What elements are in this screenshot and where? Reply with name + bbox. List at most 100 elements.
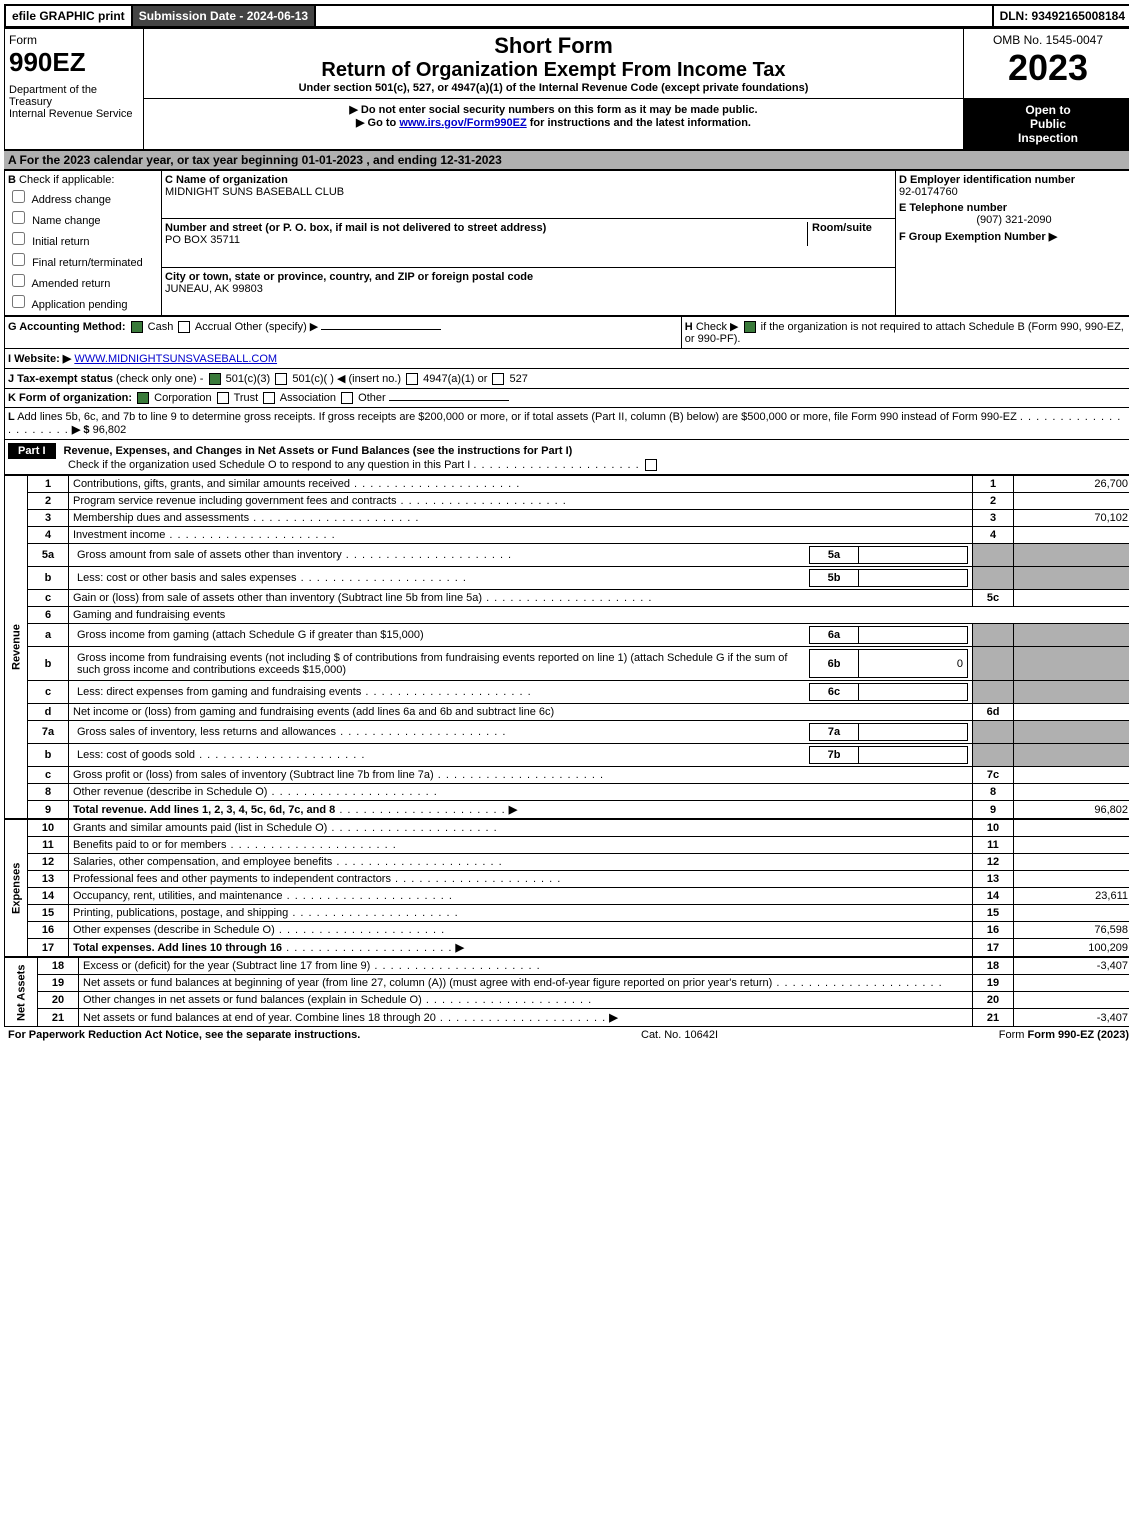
chk-527-icon[interactable] xyxy=(492,373,504,385)
instructions-cell: ▶ Do not enter social security numbers o… xyxy=(144,99,964,150)
efile-label: efile GRAPHIC print xyxy=(6,6,133,26)
chk-501c-icon[interactable] xyxy=(275,373,287,385)
section-c-city: City or town, state or province, country… xyxy=(162,267,896,315)
under-section: Under section 501(c), 527, or 4947(a)(1)… xyxy=(148,82,959,94)
line-desc: Gross profit or (loss) from sales of inv… xyxy=(69,767,973,784)
open-line3: Inspection xyxy=(968,131,1128,145)
chk-amended[interactable]: Amended return xyxy=(8,270,158,291)
chk-assoc-icon[interactable] xyxy=(263,392,275,404)
line-num: 7a xyxy=(28,721,69,744)
line-amt: 76,598 xyxy=(1014,922,1129,939)
sub-amt xyxy=(859,547,968,564)
line-num: 8 xyxy=(28,784,69,801)
line-num: 18 xyxy=(38,958,79,975)
irs-link[interactable]: www.irs.gov/Form990EZ xyxy=(399,117,526,129)
chk-pending[interactable]: Application pending xyxy=(8,291,158,312)
g-other: Other (specify) ▶ xyxy=(235,321,319,333)
chk-name[interactable]: Name change xyxy=(8,207,158,228)
tax-year: 2023 xyxy=(968,47,1128,89)
line-num: 6 xyxy=(28,607,69,624)
line-num: a xyxy=(28,624,69,647)
line-desc: Occupancy, rent, utilities, and maintena… xyxy=(69,888,973,905)
line-num: b xyxy=(28,567,69,590)
l-amount: 96,802 xyxy=(93,424,127,436)
part1-title: Revenue, Expenses, and Changes in Net As… xyxy=(64,445,573,457)
line-amt: 100,209 xyxy=(1014,939,1129,957)
line-amt xyxy=(1014,493,1129,510)
chk-corp-icon[interactable] xyxy=(137,392,149,404)
open-public-box: Open to Public Inspection xyxy=(964,99,1129,150)
line-num: d xyxy=(28,704,69,721)
line-ref: 7c xyxy=(973,767,1014,784)
line-ref: 15 xyxy=(973,905,1014,922)
expenses-side-label: Expenses xyxy=(5,820,28,957)
line-amt: -3,407 xyxy=(1014,958,1129,975)
chk-address[interactable]: Address change xyxy=(8,186,158,207)
line-desc: Grants and similar amounts paid (list in… xyxy=(69,820,973,837)
submission-date: Submission Date - 2024-06-13 xyxy=(133,6,316,26)
phone-value: (907) 321-2090 xyxy=(899,214,1129,226)
chk-trust-icon[interactable] xyxy=(217,392,229,404)
part1-label: Part I xyxy=(8,443,56,459)
goto-pre: ▶ Go to xyxy=(356,117,399,129)
line-amt xyxy=(1014,992,1129,1009)
gray-cell xyxy=(1014,544,1129,567)
short-form-title: Short Form xyxy=(148,33,959,59)
k-other-line[interactable] xyxy=(389,400,509,401)
line-amt: -3,407 xyxy=(1014,1009,1129,1027)
chk-h-icon[interactable] xyxy=(744,321,756,333)
org-name: MIDNIGHT SUNS BASEBALL CLUB xyxy=(165,186,892,198)
line-desc: Gain or (loss) from sale of assets other… xyxy=(69,590,973,607)
line-num: 15 xyxy=(28,905,69,922)
section-c-name: C Name of organization MIDNIGHT SUNS BAS… xyxy=(162,171,896,219)
chk-4947-icon[interactable] xyxy=(406,373,418,385)
form-number: 990EZ xyxy=(9,47,139,78)
website-link[interactable]: WWW.MIDNIGHTSUNSVASEBALL.COM xyxy=(74,353,277,365)
chk-final[interactable]: Final return/terminated xyxy=(8,249,158,270)
line-ref: 2 xyxy=(973,493,1014,510)
line-amt: 70,102 xyxy=(1014,510,1129,527)
g-cash: Cash xyxy=(148,321,174,333)
d-ein-label: D Employer identification number xyxy=(899,174,1129,186)
header-table: Form 990EZ Department of the Treasury In… xyxy=(4,28,1129,150)
chk-other-icon[interactable] xyxy=(341,392,353,404)
k-assoc: Association xyxy=(280,392,336,404)
line-ref: 20 xyxy=(973,992,1014,1009)
gray-cell xyxy=(973,744,1014,767)
j-note: (check only one) - xyxy=(116,373,203,385)
line-ref: 3 xyxy=(973,510,1014,527)
line-desc: Gross amount from sale of assets other t… xyxy=(69,544,973,567)
sub-amt xyxy=(859,627,968,644)
line-amt xyxy=(1014,704,1129,721)
section-g: G Accounting Method: Cash Accrual Other … xyxy=(5,317,682,349)
part1-check-icon[interactable] xyxy=(645,459,657,471)
j-opt3: 4947(a)(1) or xyxy=(423,373,487,385)
line-desc: Membership dues and assessments xyxy=(69,510,973,527)
sub-amt: 0 xyxy=(859,650,968,678)
line-desc: Investment income xyxy=(69,527,973,544)
g-other-line[interactable] xyxy=(321,329,441,330)
line-num: 9 xyxy=(28,801,69,819)
section-b-label: B xyxy=(8,174,16,186)
line-desc: Net assets or fund balances at beginning… xyxy=(79,975,973,992)
city-value: JUNEAU, AK 99803 xyxy=(165,283,892,295)
line-amt xyxy=(1014,590,1129,607)
line-desc: Less: direct expenses from gaming and fu… xyxy=(69,681,973,704)
chk-501c3-icon[interactable] xyxy=(209,373,221,385)
no-ssn-note: ▶ Do not enter social security numbers o… xyxy=(148,103,959,116)
g-h-block: G Accounting Method: Cash Accrual Other … xyxy=(4,316,1129,349)
chk-accrual-icon[interactable] xyxy=(178,321,190,333)
section-k: K Form of organization: Corporation Trus… xyxy=(4,389,1129,408)
line-num: 12 xyxy=(28,854,69,871)
line-num: 16 xyxy=(28,922,69,939)
gray-cell xyxy=(973,721,1014,744)
netassets-table: Net Assets 18 Excess or (deficit) for th… xyxy=(4,957,1129,1027)
chk-initial[interactable]: Initial return xyxy=(8,228,158,249)
gray-cell xyxy=(1014,624,1129,647)
line-desc: Salaries, other compensation, and employ… xyxy=(69,854,973,871)
line-desc: Total revenue. Add lines 1, 2, 3, 4, 5c,… xyxy=(69,801,973,819)
chk-cash-icon[interactable] xyxy=(131,321,143,333)
line-amt: 23,611 xyxy=(1014,888,1129,905)
gray-cell xyxy=(973,624,1014,647)
l-label: L xyxy=(8,411,15,423)
